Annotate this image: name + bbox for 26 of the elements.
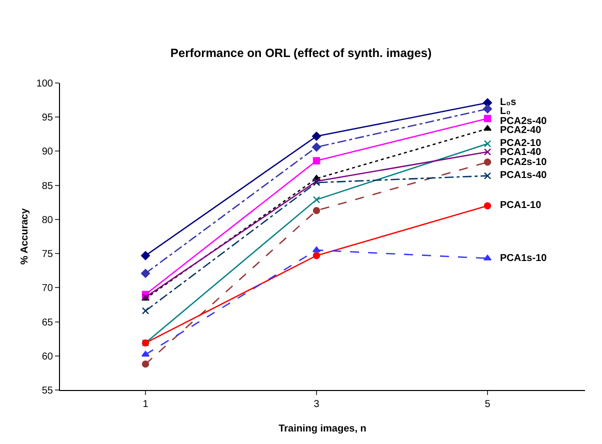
series-label: PCA1s-40	[500, 170, 548, 181]
y-tick-label: 70	[42, 283, 54, 294]
y-tick-label: 65	[42, 317, 54, 328]
x-tick-label: 3	[314, 399, 320, 410]
series-label: PCA2-40	[500, 125, 542, 136]
y-tick-label: 75	[42, 249, 54, 260]
y-tick-label: 55	[42, 386, 54, 396]
series-label: PCA2s-40	[500, 116, 548, 127]
x-axis-title: Training images, n	[278, 424, 366, 434]
y-tick-label: 100	[36, 78, 54, 90]
series-label: PCA2s-10	[500, 157, 548, 168]
series-label: PCA1s-10	[500, 253, 548, 264]
x-tick-label: 5	[484, 399, 491, 410]
series-label: PCA1-40	[500, 147, 542, 158]
series-label: L₀	[500, 106, 511, 117]
chart-title: Performance on ORL (effect of synth. images)	[170, 46, 432, 60]
series-label: PCA2-10	[500, 138, 542, 149]
y-axis-title: % Accuracy	[19, 208, 30, 265]
x-tick-label: 1	[142, 399, 149, 410]
series-label: L₀s	[500, 97, 517, 108]
y-tick-label: 90	[42, 146, 54, 158]
y-tick-label: 85	[42, 180, 54, 192]
y-tick-label: 60	[42, 351, 54, 362]
y-tick-label: 95	[42, 112, 54, 124]
y-tick-label: 80	[42, 214, 54, 226]
series-label: PCA1-10	[500, 200, 542, 211]
